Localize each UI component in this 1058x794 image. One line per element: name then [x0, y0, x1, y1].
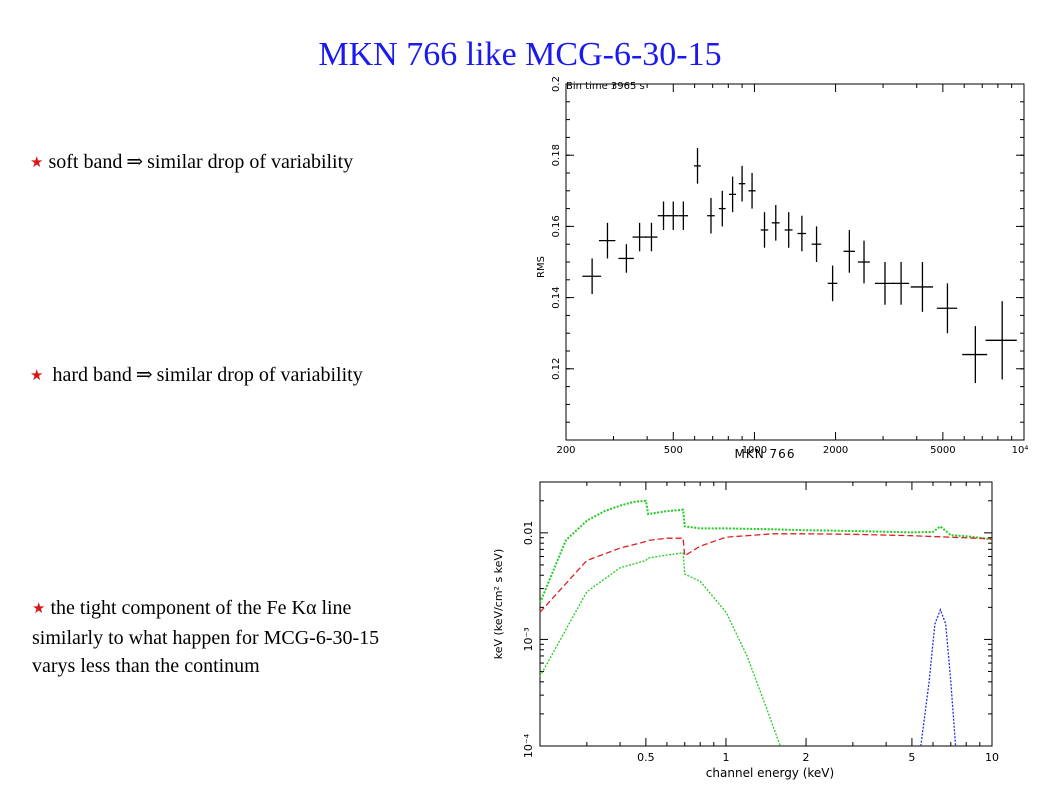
rms-data-point — [892, 262, 910, 305]
rms-data-point — [771, 205, 780, 241]
bullet-text-before: hard band — [52, 364, 132, 386]
rms-y-tick-label: 0.14 — [551, 286, 562, 308]
red-star-icon: ★ — [30, 368, 44, 384]
rms-chart-xlabel: MKN 766 — [735, 447, 796, 461]
rms-y-tick-label: 0.2 — [551, 76, 562, 92]
paragraph-line-3: varys less than the continum — [32, 655, 260, 677]
rms-data-point — [729, 176, 737, 213]
spectrum-series-line — [539, 552, 781, 747]
spectrum-chart-axes-box — [539, 481, 993, 747]
paragraph-line-1: ★ the tight component of the Fe Kα line — [32, 594, 379, 624]
spectrum-y-tick-label: 0.01 — [522, 521, 535, 546]
rms-data-point — [582, 258, 602, 295]
implies-arrow-icon: ⇒ — [126, 151, 144, 173]
rms-data-point — [936, 283, 958, 334]
spectrum-x-tick-label: 1 — [722, 751, 729, 764]
bullet-hard-band: ★ hard band ⇒ similar drop of variability — [30, 363, 363, 389]
rms-x-tick-label: 500 — [664, 445, 683, 456]
bullet-text-after: similar drop of variability — [147, 151, 354, 173]
fe-k-alpha-paragraph: ★ the tight component of the Fe Kα line s… — [32, 594, 379, 680]
rms-data-point — [678, 201, 688, 230]
rms-data-point — [811, 226, 822, 262]
slide-title: MKN 766 like MCG-6-30-15 — [318, 36, 722, 73]
rms-y-tick-label: 0.12 — [551, 358, 562, 380]
rms-data-point — [657, 201, 669, 230]
rms-chart-frame — [565, 83, 1025, 441]
spectrum-y-tick-label: 10⁻³ — [522, 627, 535, 651]
spectrum-chart-series — [539, 499, 993, 747]
rms-chart-points — [582, 148, 1017, 384]
rms-data-point — [827, 265, 838, 302]
rms-y-tick-label: 0.18 — [551, 144, 562, 166]
rms-data-point — [668, 201, 679, 230]
rms-data-point — [797, 215, 807, 252]
bullet-text-before: soft band — [48, 151, 123, 173]
rms-data-point — [738, 165, 746, 202]
rms-data-point — [694, 148, 701, 184]
rms-data-point — [910, 262, 934, 312]
rms-data-point — [760, 212, 769, 248]
rms-x-tick-label: 2000 — [823, 445, 848, 456]
spectrum-x-tick-label: 2 — [803, 751, 810, 764]
rms-data-point — [985, 301, 1017, 380]
spectrum-series-line — [539, 533, 993, 613]
rms-data-point — [874, 262, 895, 305]
bullet-text-after: similar drop of variability — [156, 364, 363, 386]
rms-x-tick-label: 10⁴ — [1012, 445, 1029, 456]
rms-data-point — [843, 229, 855, 273]
rms-x-tick-label: 5000 — [930, 445, 955, 456]
rms-data-point — [598, 222, 616, 259]
rms-data-point — [784, 212, 793, 248]
rms-chart-ticks: 200 500 1000 2000 5000 10⁴ 0.12 0.14 0.16 0.18 0.2 — [551, 76, 1028, 456]
spectrum-chart-ylabel: keV (keV/cm² s keV) — [492, 549, 505, 660]
rms-data-point — [748, 173, 756, 209]
spectrum-x-tick-label: 0.5 — [637, 751, 655, 764]
rms-chart-ylabel: RMS — [536, 256, 547, 278]
paragraph-line-2: similarly to what happen for MCG-6-30-15 — [32, 627, 380, 649]
spectrum-chart-xlabel: channel energy (keV) — [706, 766, 834, 780]
red-star-icon: ★ — [30, 155, 44, 171]
spectrum-chart-ticks: 0.5 1 2 5 10 10⁻⁴ 10⁻³ 0.01 — [522, 481, 999, 764]
spectrum-series-line — [539, 499, 993, 604]
rms-y-tick-label: 0.16 — [551, 215, 562, 237]
rms-chart: 200 500 1000 2000 5000 10⁴ 0.12 0.14 0.16 0.18 0.2… — [536, 76, 1028, 461]
rms-x-tick-label: 1000 — [742, 445, 767, 456]
bullet-soft-band: ★ soft band ⇒ similar drop of variability — [30, 150, 353, 176]
red-star-icon: ★ — [32, 601, 46, 617]
rms-data-point — [857, 240, 870, 284]
spectrum-series-line — [920, 607, 957, 747]
rms-data-point — [618, 244, 634, 273]
implies-arrow-icon: ⇒ — [135, 364, 153, 386]
spectrum-y-tick-label: 10⁻⁴ — [522, 733, 535, 758]
spectrum-chart: 0.5 1 2 5 10 10⁻⁴ 10⁻³ 0.01 channel energy (keV… — [492, 481, 999, 780]
rms-data-point — [707, 197, 715, 234]
rms-data-point — [645, 222, 658, 252]
spectrum-chart-frame — [539, 481, 993, 747]
rms-data-point — [718, 190, 726, 227]
spectrum-x-tick-label: 10 — [985, 751, 999, 764]
rms-x-tick-label: 200 — [556, 445, 575, 456]
rms-data-point — [962, 326, 988, 384]
spectrum-x-tick-label: 5 — [908, 751, 915, 764]
rms-chart-title: Bin time 3965 s — [566, 81, 645, 92]
rms-chart-axes-box — [565, 83, 1025, 441]
paragraph-line-1-text: the tight component of the Fe Kα line — [50, 597, 352, 619]
rms-data-point — [632, 222, 647, 252]
